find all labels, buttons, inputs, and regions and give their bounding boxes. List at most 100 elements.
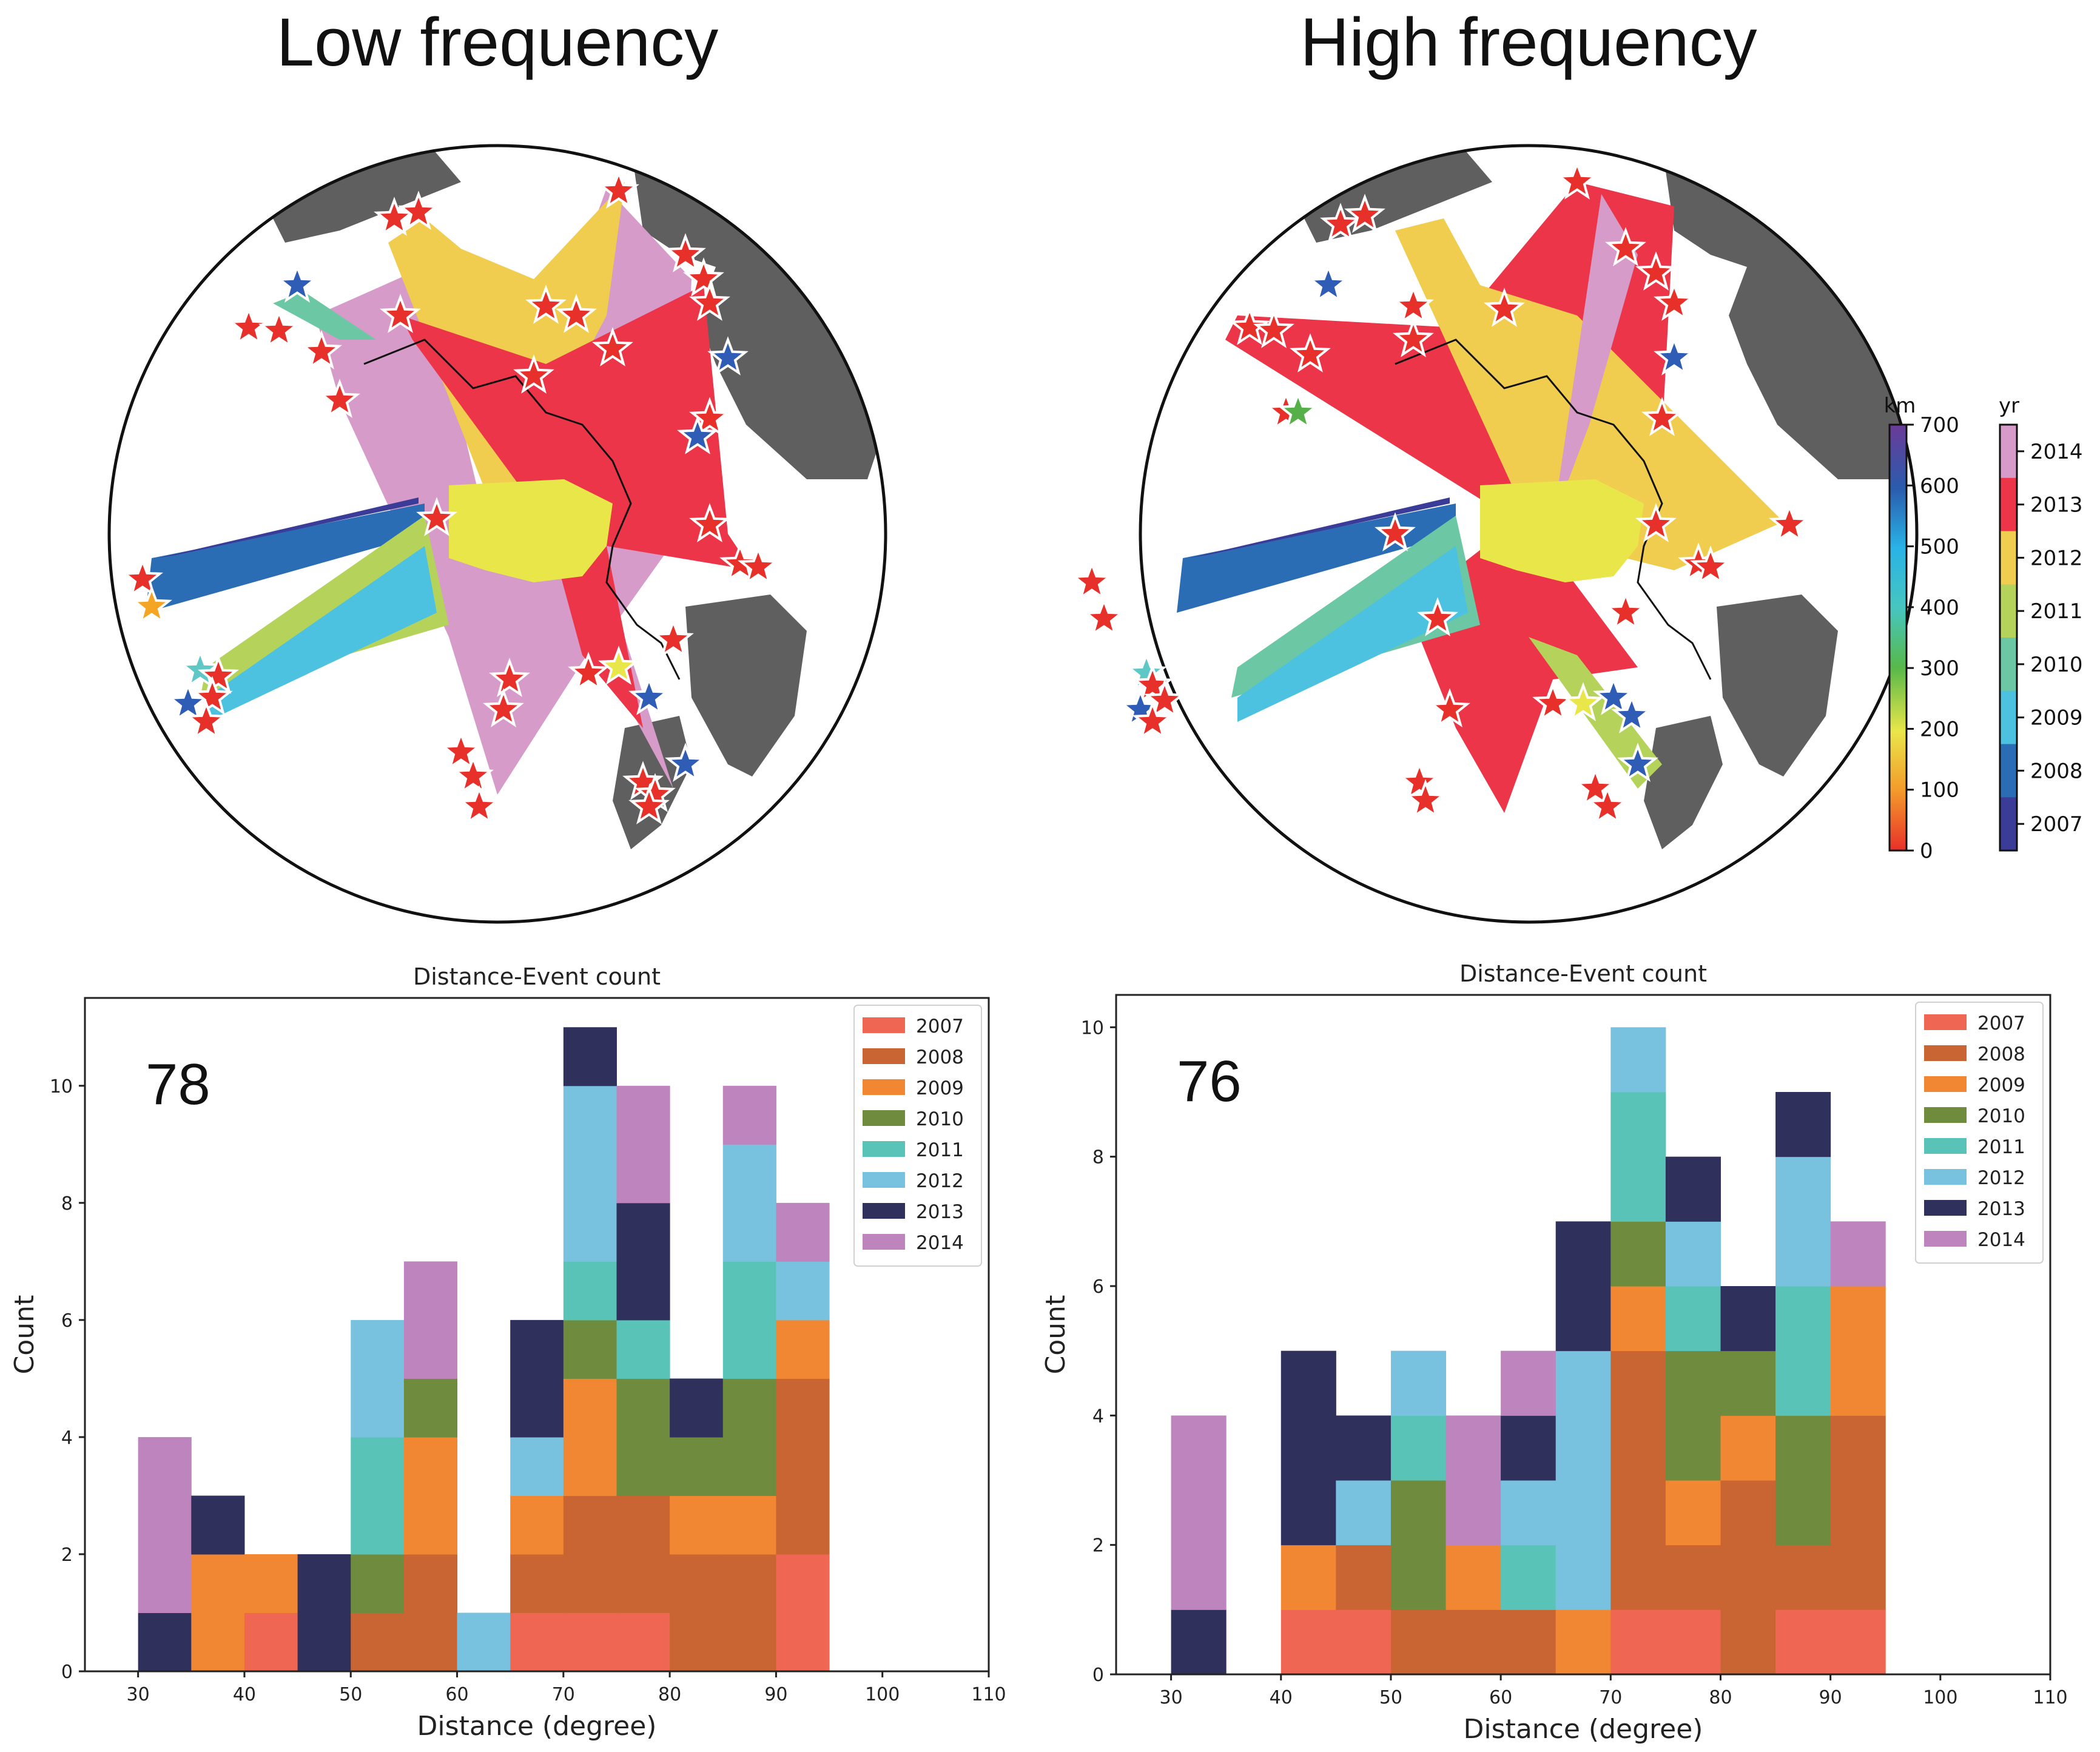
year-colorbar-tick-label: 2007 [2030,812,2083,837]
path-band-2014 [1553,194,1638,522]
histogram-bar-segment-2011 [722,1261,776,1379]
earthquake-event-star [1575,767,1616,806]
earthquake-event-star [1229,306,1270,345]
x-tick-label: 90 [1819,1687,1842,1708]
land-greenland-europe [1662,146,1917,479]
histogram-bar-segment-2013 [297,1554,351,1672]
legend-label-2014: 2014 [1977,1229,2025,1251]
histogram-bar-segment-2009 [1830,1286,1886,1416]
histogram-bar-segment-2014 [1171,1415,1227,1610]
earthquake-event-star [277,263,318,303]
histogram-bar-segment-2009 [563,1378,617,1496]
histogram-bar-segment-2012 [1610,1027,1666,1093]
year-colorbar-tick-label: 2010 [2030,653,2083,677]
histogram-bar-segment-2010 [616,1378,670,1496]
x-tick-label: 40 [233,1684,256,1705]
histogram-bar-segment-2009 [1665,1480,1721,1546]
histogram-bar-segment-2007 [1336,1609,1392,1675]
histogram-bar-segment-2008 [722,1554,776,1672]
year-colorbar-segment [2000,531,2017,585]
legend-swatch-2010 [1924,1107,1967,1123]
earthquake-event-star [707,336,749,376]
histogram-bar-segment-2007 [616,1612,670,1672]
x-tick-label: 50 [339,1684,362,1705]
histogram-title: Distance-Event count [413,963,661,990]
path-band-2010 [1231,516,1480,698]
path-band-2007 [1189,497,1450,558]
x-tick-label: 100 [865,1684,900,1705]
y-tick-label: 4 [61,1427,73,1449]
earthquake-event-star [1605,591,1646,630]
study-area-us [1480,479,1644,582]
histogram-bar-segment-2013 [563,1027,617,1087]
land-greenland-europe [631,146,886,479]
histogram-bar-segment-2012 [1665,1221,1721,1287]
histogram-bar-segment-2007 [1665,1609,1721,1675]
x-tick-label: 100 [1923,1687,1957,1708]
x-tick-label: 50 [1379,1687,1402,1708]
histogram-bar-segment-2010 [351,1554,405,1613]
x-tick-label: 40 [1270,1687,1293,1708]
year-colorbar-tick-label: 2008 [2030,759,2083,783]
legend-label-2007: 2007 [916,1016,964,1037]
earthquake-event-star [198,655,239,694]
year-colorbar-segment [2000,638,2017,692]
path-band-2011 [1529,637,1662,789]
earthquake-event-star [416,497,457,536]
histogram-bar-segment-2007 [510,1612,564,1672]
earthquake-event-star [1587,785,1628,824]
histogram-bar-segment-2013 [1336,1415,1392,1481]
y-tick-label: 6 [61,1310,73,1332]
y-tick-label: 10 [50,1076,73,1097]
histogram-bar-segment-2012 [1501,1480,1556,1546]
earthquake-event-star [483,688,524,727]
histogram-bar-segment-2012 [1555,1350,1611,1610]
earthquake-event-star [301,330,342,369]
legend-label-2010: 2010 [916,1108,964,1130]
earthquake-event-star [1635,251,1677,291]
earthquake-event-star [1308,263,1349,303]
earthquake-event-star [1556,160,1598,200]
depth-colorbar-gradient [1888,423,1908,852]
histogram-bar-segment-2008 [1390,1609,1447,1675]
histogram-bar-segment-2014 [1501,1350,1556,1416]
histogram-bar-segment-2014 [616,1085,670,1204]
event-total-label: 76 [1177,1049,1242,1114]
earthquake-event-star [1393,285,1434,324]
x-axis-label: Distance (degree) [417,1711,657,1742]
year-colorbar-segment [2000,584,2017,638]
legend-swatch-2011 [1924,1138,1967,1154]
earthquake-event-star [1344,194,1385,233]
coastlines [1395,339,1712,680]
legend-label-2007: 2007 [1977,1012,2025,1034]
legend-label-2013: 2013 [916,1201,964,1223]
histogram-bar-segment-2009 [1445,1545,1501,1610]
histogram-bar-segment-2009 [510,1495,564,1555]
x-tick-label: 30 [1159,1687,1182,1708]
histogram-bar-segment-2011 [351,1437,405,1555]
histogram-bar-segment-2011 [1610,1092,1666,1222]
x-tick-label: 110 [2033,1687,2067,1708]
event-total-label: 78 [146,1052,210,1117]
x-tick-label: 80 [658,1684,681,1705]
legend-label-2009: 2009 [1977,1074,2025,1096]
histogram-bar-segment-2013 [1720,1286,1776,1352]
legend-label-2011: 2011 [1977,1136,2025,1158]
x-tick-label: 60 [1489,1687,1512,1708]
earthquake-event-star [556,294,597,333]
histogram-bar-segment-2012 [1390,1350,1447,1416]
y-tick-label: 0 [61,1662,73,1683]
year-colorbar-segment [2000,425,2017,479]
legend-swatch-2010 [863,1110,905,1126]
earthquake-event-star [258,309,300,348]
depth-colorbar-tick-label: 0 [1920,839,1933,863]
histogram-bar-segment-2013 [191,1495,245,1555]
histogram-bar-segment-2010 [1665,1350,1721,1481]
histogram-bar-segment-2013 [1775,1092,1831,1157]
legend-swatch-2013 [863,1203,905,1219]
legend-swatch-2007 [863,1017,905,1033]
histogram-bar-segment-2010 [1610,1221,1666,1287]
earthquake-event-star [665,233,706,272]
